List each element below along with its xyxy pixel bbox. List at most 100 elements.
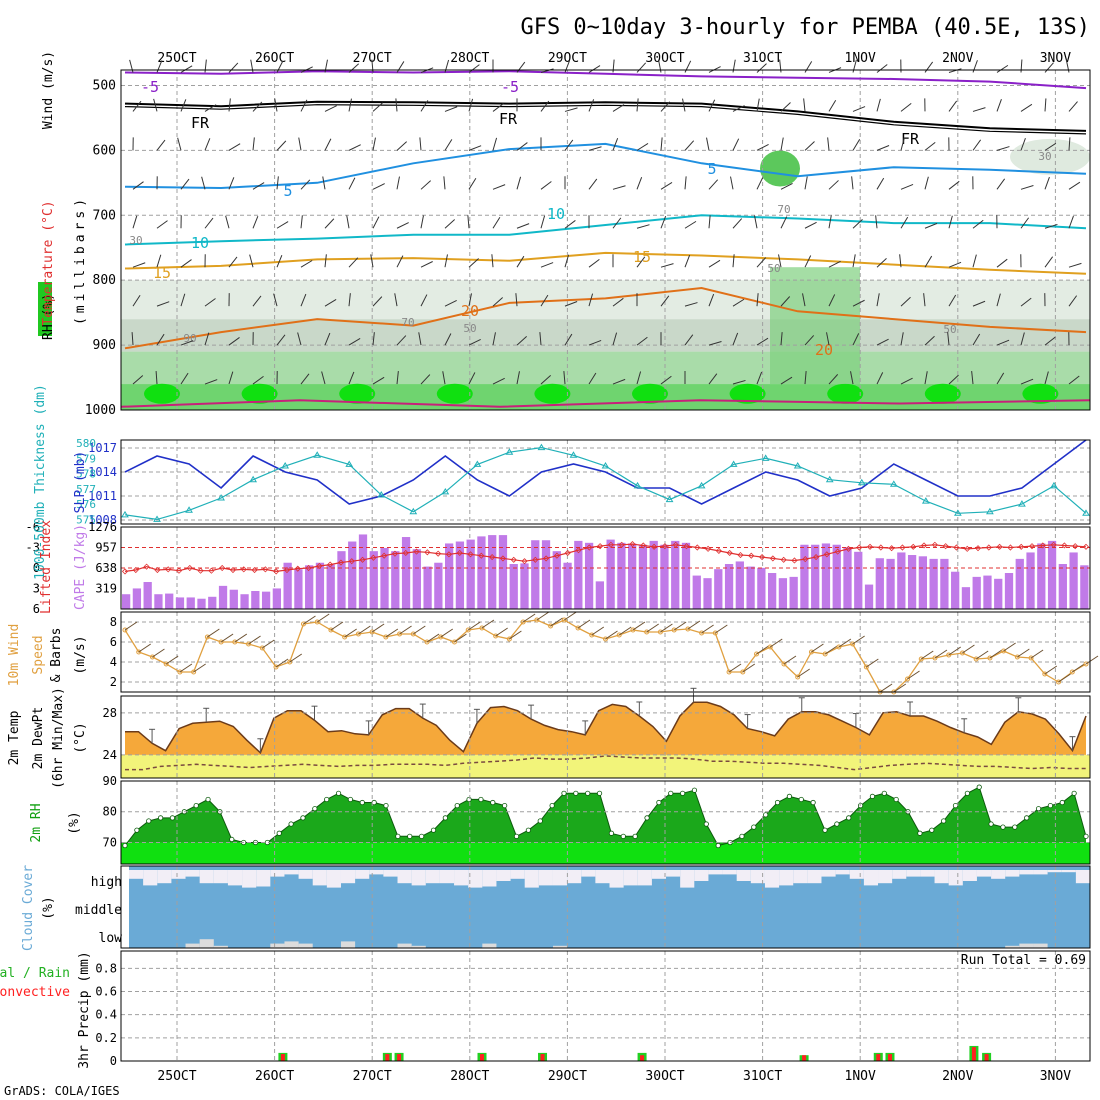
contour-label: 70 xyxy=(401,316,414,329)
wind-barb xyxy=(732,298,745,307)
li-point xyxy=(910,543,917,550)
rh-band xyxy=(121,351,1090,385)
cape-ytick: 957 xyxy=(95,541,117,555)
wind-barb xyxy=(646,623,659,633)
wind-barb xyxy=(420,215,424,229)
wind-barb xyxy=(1020,103,1033,112)
wind-barb xyxy=(138,643,152,653)
wind-barb xyxy=(1068,137,1071,151)
li-point xyxy=(154,566,161,574)
wind-barb xyxy=(156,333,165,346)
wind-barb xyxy=(875,215,878,229)
rh-point xyxy=(703,821,709,827)
li-point xyxy=(964,545,971,552)
wind-point xyxy=(561,617,567,623)
wind-barb xyxy=(924,61,934,73)
wind-barb xyxy=(132,215,138,229)
cape-bar xyxy=(638,544,648,609)
wind-barb xyxy=(754,215,758,229)
wind-barb xyxy=(612,104,625,112)
rh-point xyxy=(1083,833,1089,839)
rh-point xyxy=(917,830,923,836)
wind-barb xyxy=(1068,295,1078,307)
wind-barb xyxy=(152,648,165,658)
wind-barb xyxy=(492,137,498,151)
wind-barb xyxy=(252,137,255,151)
temp-panel: 24 28 xyxy=(103,687,1091,779)
wind-barb xyxy=(228,98,231,112)
wind-barb xyxy=(492,184,506,190)
wind-barb xyxy=(972,254,977,268)
li-point xyxy=(856,544,863,551)
wind-barb xyxy=(396,61,405,73)
li-point xyxy=(1018,543,1025,550)
wind-barb xyxy=(330,621,344,631)
rh-point xyxy=(383,802,389,809)
wind-barb xyxy=(156,254,162,268)
wind-barb xyxy=(179,663,193,673)
li-point xyxy=(791,557,798,564)
li-point xyxy=(953,544,960,551)
cape-bar xyxy=(951,571,960,609)
li-point xyxy=(197,567,204,574)
wind-barb xyxy=(204,298,216,307)
rh-ytick: 70 xyxy=(103,835,117,849)
ylabel-cloud-unit: (%) xyxy=(41,896,56,919)
wind-barb xyxy=(300,293,307,307)
rh-point xyxy=(1012,824,1018,830)
wind-point xyxy=(479,625,485,631)
cloud-low-bar xyxy=(298,943,313,948)
wind-barb xyxy=(632,621,646,631)
wind-barb xyxy=(358,625,371,635)
cloud-high-gap xyxy=(567,870,582,884)
wind-barb xyxy=(996,146,1010,151)
wind-barb xyxy=(300,260,313,268)
wind-barb xyxy=(660,375,672,385)
thickness-point xyxy=(1050,481,1058,489)
li-point xyxy=(564,549,571,557)
cloud-low-bar xyxy=(270,943,285,948)
li-ytick: 3 xyxy=(33,582,40,596)
rh-ytick: 80 xyxy=(103,805,117,819)
rh-point xyxy=(846,815,852,821)
wind-point xyxy=(575,625,581,631)
isotherm-20 xyxy=(124,286,1087,350)
wind-barb xyxy=(972,219,984,229)
date-label-bottom: 31OCT xyxy=(743,1069,782,1084)
wind-barb xyxy=(372,376,385,385)
wind-barb xyxy=(948,68,962,73)
rh-point xyxy=(668,790,674,796)
cloud-high-gap xyxy=(482,870,497,887)
wind-barb xyxy=(742,663,756,673)
li-point xyxy=(435,550,442,557)
wind-barb xyxy=(900,377,913,385)
isotherm-10 xyxy=(124,214,1087,246)
rh-point xyxy=(1000,824,1006,830)
wind-barb xyxy=(660,295,670,307)
wind-barb xyxy=(426,633,440,643)
wind-barb xyxy=(972,333,981,346)
wind-point xyxy=(218,639,224,645)
cloud-high-gap xyxy=(835,870,850,875)
date-label-top: 31OCT xyxy=(743,51,782,66)
rh-point xyxy=(1047,802,1054,809)
li-point xyxy=(759,554,766,561)
wind-barb xyxy=(900,103,912,112)
li-point xyxy=(499,555,506,562)
contour-label: 90 xyxy=(183,332,196,345)
wind-barb xyxy=(996,64,1009,73)
wind-barb xyxy=(515,293,518,307)
wind-barb xyxy=(588,146,602,151)
li-point xyxy=(769,555,776,562)
wind-barb xyxy=(132,375,144,385)
wind-barb xyxy=(947,332,950,346)
cloud-high-gap xyxy=(411,870,426,886)
li-point xyxy=(974,545,982,552)
wind-barb xyxy=(348,371,355,385)
wind-point xyxy=(699,630,705,636)
isotherm-5 xyxy=(124,142,1087,190)
cape-bar xyxy=(757,567,766,609)
rh-point xyxy=(763,812,769,818)
wind-barb xyxy=(1068,375,1080,385)
cape-bar xyxy=(617,542,626,609)
